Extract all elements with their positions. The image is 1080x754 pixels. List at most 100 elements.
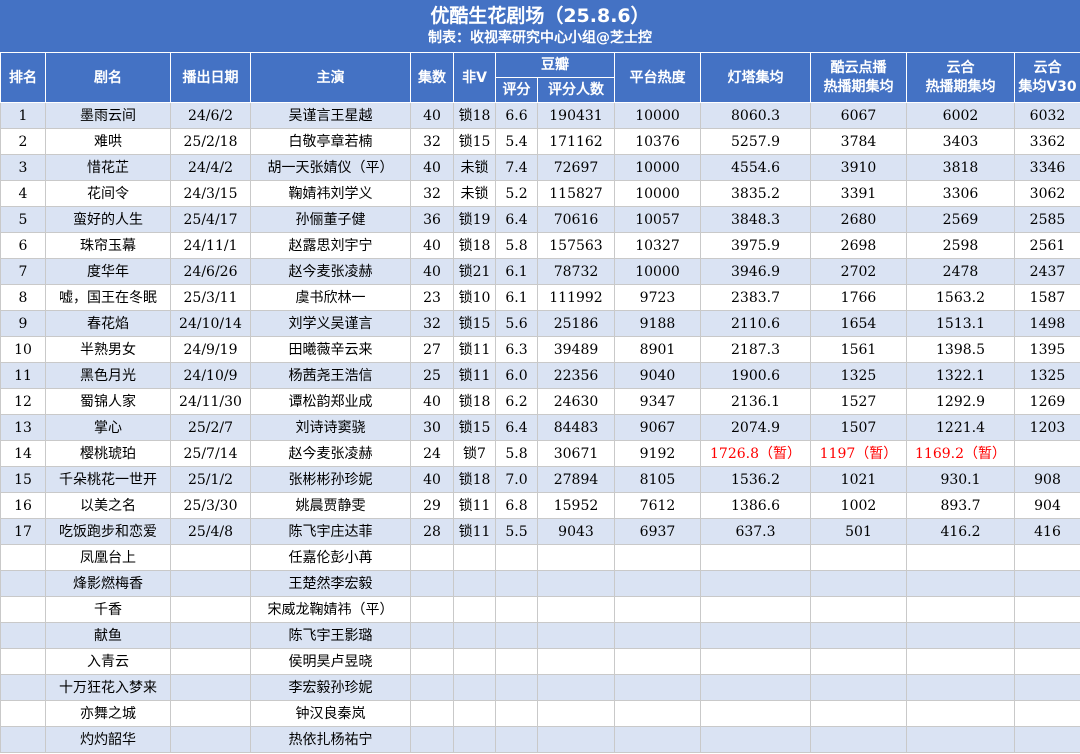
cell-name: 黑色月光 [45, 362, 171, 389]
cell-date: 25/4/17 [170, 206, 251, 233]
cell-denta [700, 622, 811, 649]
cell-score [495, 726, 538, 753]
cell-episodes: 36 [410, 206, 454, 233]
cell-yunhe-v30: 908 [1014, 466, 1080, 493]
cell-nonv: 锁18 [453, 102, 496, 129]
cell-name: 烽影燃梅香 [45, 570, 171, 597]
cell-date: 24/3/15 [170, 180, 251, 207]
cell-yunhe [906, 596, 1015, 623]
cell-episodes [410, 544, 454, 571]
cell-episodes [410, 622, 454, 649]
cell-yunhe: 930.1 [906, 466, 1015, 493]
cell-name: 千朵桃花一世开 [45, 466, 171, 493]
cell-rank [0, 700, 46, 727]
cell-date: 24/11/30 [170, 388, 251, 415]
cell-yunhe: 2478 [906, 258, 1015, 285]
cell-yunhe-v30: 2437 [1014, 258, 1080, 285]
cell-cast: 陈飞宇庄达菲 [250, 518, 411, 545]
cell-cast: 刘诗诗窦骁 [250, 414, 411, 441]
cell-nonv [453, 544, 496, 571]
cell-name: 掌心 [45, 414, 171, 441]
cell-rank: 3 [0, 154, 46, 181]
cell-date: 24/6/2 [170, 102, 251, 129]
cell-cast: 侯明昊卢昱晓 [250, 648, 411, 675]
cell-rank [0, 726, 46, 753]
cell-score: 6.2 [495, 388, 538, 415]
cell-raters [537, 570, 615, 597]
page-subtitle: 制表：收视率研究中心小组@芝士控 [428, 30, 652, 46]
cell-raters: 157563 [537, 232, 615, 259]
table-row: 11 黑色月光 24/10/9 杨茜尧王浩信 25 锁11 6.0 22356 9040 1900… [0, 362, 1080, 389]
cell-kuyun: 2702 [810, 258, 907, 285]
cell-name: 珠帘玉幕 [45, 232, 171, 259]
cell-date [170, 726, 251, 753]
cell-rank: 12 [0, 388, 46, 415]
cell-cast: 陈飞宇王影璐 [250, 622, 411, 649]
cell-score: 6.6 [495, 102, 538, 129]
cell-cast: 赵露思刘宇宁 [250, 232, 411, 259]
cell-name: 嘘，国王在冬眠 [45, 284, 171, 311]
cell-name: 蛮好的人生 [45, 206, 171, 233]
cell-kuyun [810, 700, 907, 727]
cell-score: 6.1 [495, 258, 538, 285]
cell-name: 樱桃琥珀 [45, 440, 171, 467]
cell-denta: 2074.9 [700, 414, 811, 441]
cell-raters: 78732 [537, 258, 615, 285]
cell-name: 入青云 [45, 648, 171, 675]
cell-kuyun [810, 726, 907, 753]
cell-rank: 13 [0, 414, 46, 441]
cell-heat: 9347 [614, 388, 701, 415]
cell-rank: 7 [0, 258, 46, 285]
table-row: 入青云 侯明昊卢昱晓 [0, 648, 1080, 675]
cell-nonv [453, 596, 496, 623]
table-row: 千香 宋威龙鞠婧祎（平） [0, 596, 1080, 623]
cell-denta [700, 648, 811, 675]
cell-rank [0, 622, 46, 649]
cell-raters: 190431 [537, 102, 615, 129]
cell-name: 惜花芷 [45, 154, 171, 181]
cell-raters: 70616 [537, 206, 615, 233]
cell-raters: 72697 [537, 154, 615, 181]
cell-kuyun: 1654 [810, 310, 907, 337]
cell-nonv: 锁11 [453, 362, 496, 389]
cell-raters [537, 726, 615, 753]
cell-score: 7.0 [495, 466, 538, 493]
cell-raters: 27894 [537, 466, 615, 493]
cell-heat: 10000 [614, 180, 701, 207]
cell-kuyun: 1325 [810, 362, 907, 389]
cell-rank: 10 [0, 336, 46, 363]
cell-yunhe-v30: 1269 [1014, 388, 1080, 415]
cell-yunhe-v30: 6032 [1014, 102, 1080, 129]
cell-nonv [453, 726, 496, 753]
page-title: 优酷生花剧场（25.8.6） [430, 5, 650, 27]
cell-score: 5.4 [495, 128, 538, 155]
header-raters: 评分人数 [537, 77, 615, 103]
cell-name: 蜀锦人家 [45, 388, 171, 415]
cell-episodes: 40 [410, 154, 454, 181]
cell-raters [537, 596, 615, 623]
cell-episodes: 40 [410, 258, 454, 285]
cell-episodes [410, 700, 454, 727]
cell-yunhe [906, 570, 1015, 597]
header-score: 评分 [495, 77, 538, 103]
cell-name: 凤凰台上 [45, 544, 171, 571]
table-row: 烽影燃梅香 王楚然李宏毅 [0, 570, 1080, 597]
cell-nonv: 未锁 [453, 154, 496, 181]
cell-cast: 钟汉良秦岚 [250, 700, 411, 727]
cell-episodes: 32 [410, 128, 454, 155]
table-row: 9 春花焰 24/10/14 刘学义吴谨言 32 锁15 5.6 25186 9188 2110.… [0, 310, 1080, 337]
cell-score: 6.1 [495, 284, 538, 311]
cell-kuyun: 3391 [810, 180, 907, 207]
cell-date: 24/10/14 [170, 310, 251, 337]
cell-yunhe-v30 [1014, 648, 1080, 675]
cell-rank: 17 [0, 518, 46, 545]
cell-nonv [453, 570, 496, 597]
cell-heat: 9067 [614, 414, 701, 441]
cell-date: 25/3/30 [170, 492, 251, 519]
cell-date [170, 648, 251, 675]
cell-denta [700, 544, 811, 571]
cell-raters: 84483 [537, 414, 615, 441]
cell-yunhe-v30: 1587 [1014, 284, 1080, 311]
cell-heat: 9723 [614, 284, 701, 311]
cell-denta: 3835.2 [700, 180, 811, 207]
